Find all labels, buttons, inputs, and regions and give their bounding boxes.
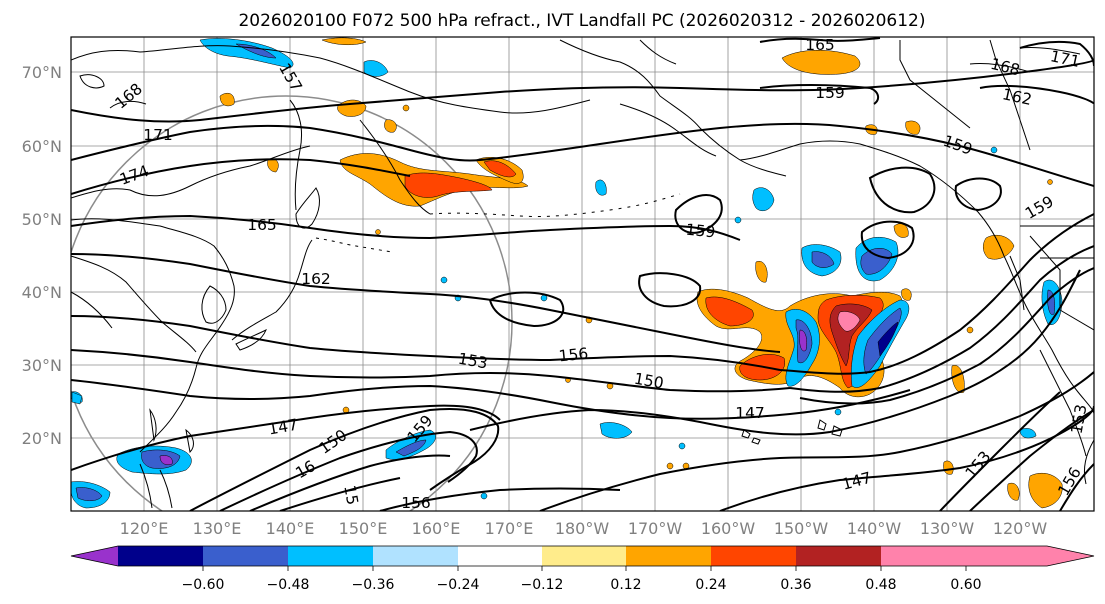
lat-label: 40°N bbox=[22, 283, 62, 302]
colorbar-seg-5 bbox=[458, 546, 542, 566]
lon-label: 120°W bbox=[993, 519, 1048, 538]
colorbar-seg-4 bbox=[373, 546, 458, 566]
colorbar-tick-label: −0.24 bbox=[437, 577, 480, 593]
map-frame-background bbox=[71, 37, 1094, 511]
shaded-patches bbox=[71, 37, 1063, 509]
colorbar-seg-7 bbox=[626, 546, 711, 566]
contour-label: 156 bbox=[558, 345, 589, 366]
colorbar-tick-label: 0.48 bbox=[865, 577, 896, 593]
colorbar-seg-2 bbox=[203, 546, 288, 566]
contour-label: 165 bbox=[247, 216, 277, 234]
contour-label: 159 bbox=[815, 84, 845, 102]
lon-label: 170°E bbox=[485, 519, 534, 538]
lon-label: 150°W bbox=[774, 519, 829, 538]
longitude-labels: 120°E 130°E 140°E 150°E 160°E 170°E 180°… bbox=[120, 519, 1048, 538]
lat-label: 70°N bbox=[22, 63, 62, 82]
figure-title: 2026020100 F072 500 hPa refract., IVT La… bbox=[238, 11, 925, 31]
colorbar-tick-label: −0.60 bbox=[182, 577, 225, 593]
lon-label: 160°W bbox=[701, 519, 756, 538]
lat-label: 50°N bbox=[22, 210, 62, 229]
contour-label: 147 bbox=[735, 404, 765, 422]
lon-label: 130°W bbox=[920, 519, 975, 538]
lon-label: 120°E bbox=[120, 519, 169, 538]
colorbar-seg-6 bbox=[542, 546, 626, 566]
lon-label: 150°E bbox=[339, 519, 388, 538]
contour-label: 171 bbox=[1049, 47, 1082, 71]
lon-label: 170°W bbox=[628, 519, 683, 538]
lon-label: 140°W bbox=[847, 519, 902, 538]
lat-label: 60°N bbox=[22, 137, 62, 156]
contour-label: 147 bbox=[267, 416, 299, 439]
contour-label: 159 bbox=[685, 221, 716, 242]
colorbar-seg-1 bbox=[118, 546, 203, 566]
contour-label: 153 bbox=[1068, 403, 1091, 435]
contour-label: 156 bbox=[401, 494, 431, 512]
colorbar-tick-label: 0.36 bbox=[780, 577, 811, 593]
latitude-labels: 70°N 60°N 50°N 40°N 30°N 20°N bbox=[22, 63, 62, 448]
colorbar-ticks bbox=[202, 566, 967, 571]
contour-label: 153 bbox=[457, 350, 489, 373]
lon-label: 140°E bbox=[266, 519, 315, 538]
colorbar-seg-10 bbox=[881, 546, 1047, 566]
map-frame bbox=[70, 36, 1095, 512]
colorbar-tick-label: 0.12 bbox=[610, 577, 641, 593]
contour-label: 171 bbox=[143, 126, 173, 144]
colorbar-tick-label: 0.24 bbox=[695, 577, 726, 593]
contour-label: 162 bbox=[301, 270, 331, 288]
lon-label: 130°E bbox=[193, 519, 242, 538]
contour-label: 162 bbox=[1001, 85, 1034, 109]
colorbar-tick-label: −0.48 bbox=[267, 577, 310, 593]
contour-label: 150 bbox=[633, 370, 665, 393]
colorbar-seg-10b bbox=[1047, 546, 1094, 566]
colorbar-seg-9 bbox=[796, 546, 881, 566]
lon-label: 180°W bbox=[555, 519, 610, 538]
colorbar-tick-label: 0.60 bbox=[950, 577, 981, 593]
colorbar-outline bbox=[70, 545, 1095, 567]
colorbar-seg-0 bbox=[71, 546, 118, 566]
lat-label: 20°N bbox=[22, 429, 62, 448]
contour-label: 165 bbox=[805, 36, 835, 54]
lon-label: 160°E bbox=[412, 519, 461, 538]
colorbar-tick-label: −0.12 bbox=[521, 577, 564, 593]
colorbar-tick-label: −0.36 bbox=[352, 577, 395, 593]
contour-lines bbox=[71, 37, 1094, 511]
coastlines bbox=[71, 39, 1094, 509]
contour-label: 15 bbox=[340, 484, 361, 507]
colorbar-seg-3 bbox=[288, 546, 373, 566]
colorbar-seg-8 bbox=[711, 546, 796, 566]
colorbar: −0.60 −0.48 −0.36 −0.24 −0.12 0.12 0.24 … bbox=[70, 545, 1095, 593]
lat-label: 30°N bbox=[22, 356, 62, 375]
